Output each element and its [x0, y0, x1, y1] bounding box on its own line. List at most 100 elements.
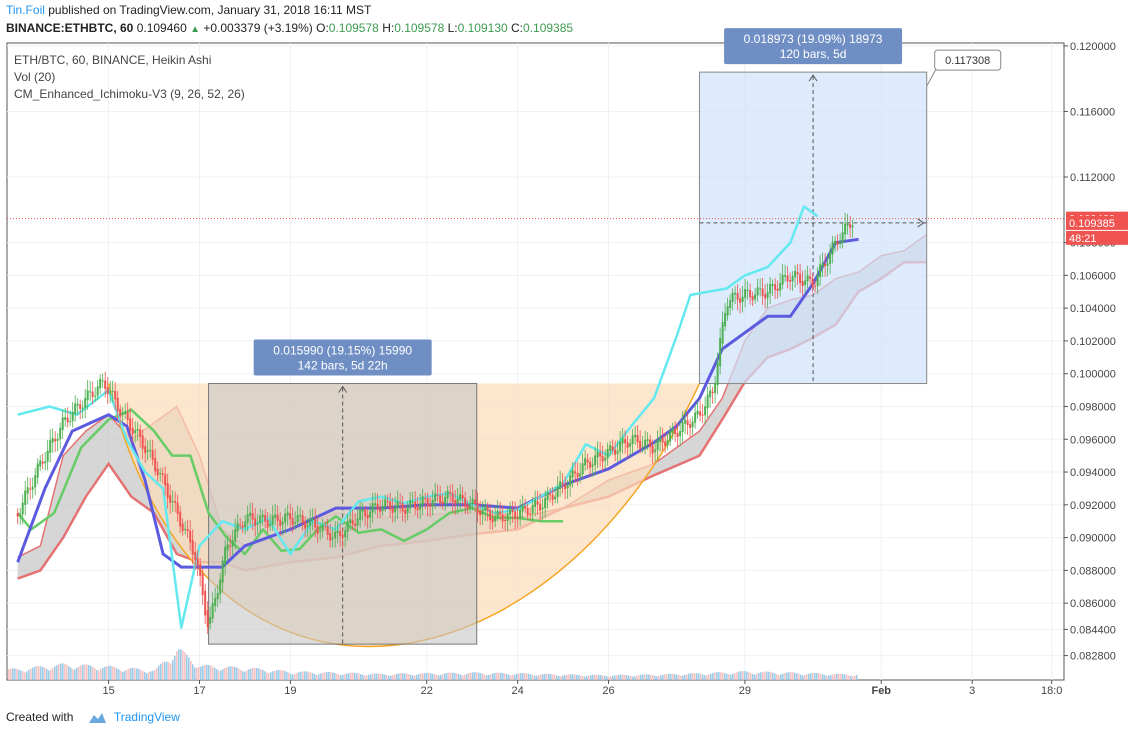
candle-body [284, 513, 287, 523]
volume-bar [750, 672, 752, 680]
volume-bar [288, 672, 290, 680]
volume-bar [464, 674, 466, 680]
volume-bar [540, 674, 542, 680]
volume-bar [204, 665, 206, 680]
volume-bar [158, 665, 160, 680]
volume-bar [154, 670, 156, 680]
candle-body [139, 429, 142, 438]
volume-bar [358, 673, 360, 680]
volume-bar [458, 673, 460, 680]
volume-bar [568, 674, 570, 680]
volume-bar [414, 675, 416, 680]
volume-bar [90, 665, 92, 680]
volume-bar [590, 675, 592, 680]
volume-bar [140, 669, 142, 680]
volume-bar [256, 668, 258, 680]
volume-bar [790, 672, 792, 680]
volume-bar [842, 673, 844, 680]
bar-countdown-tag: 48:21 [1069, 233, 1097, 245]
chart-axes[interactable]: 0.1240000.1200000.1160000.1120000.108000… [7, 0, 1128, 697]
volume-bar [206, 664, 208, 680]
volume-bar [786, 672, 788, 680]
candle-body [279, 519, 282, 526]
volume-bar [12, 668, 14, 680]
volume-bar [772, 672, 774, 680]
price-tick-label: 0.100000 [1070, 369, 1116, 381]
volume-bar [506, 673, 508, 680]
volume-bar [428, 672, 430, 680]
tradingview-link[interactable]: TradingView [113, 710, 180, 724]
candle-body [46, 450, 49, 462]
candle-body [76, 403, 79, 406]
candle-body [741, 296, 744, 302]
candle-body [146, 450, 149, 452]
volume-bar [472, 672, 474, 680]
volume-bar [628, 675, 630, 680]
candle-body [194, 551, 197, 560]
volume-bar [10, 668, 12, 680]
volume-bar [680, 675, 682, 680]
candle-body [801, 281, 804, 286]
candle-body [619, 441, 622, 452]
volume-bar [420, 673, 422, 680]
candle-body [636, 435, 639, 443]
volume-bar [778, 675, 780, 680]
candle-body [94, 395, 97, 397]
candle-body [841, 232, 844, 243]
candle-body [104, 380, 107, 389]
candle-body [546, 492, 549, 500]
candle-body [816, 274, 819, 286]
volume-bar [344, 674, 346, 680]
candle-body [381, 505, 384, 512]
volume-bar [244, 671, 246, 680]
volume-bar [198, 667, 200, 680]
candle-body [786, 275, 789, 282]
candle-body [709, 390, 712, 398]
volume-bar [212, 666, 214, 680]
volume-bar [534, 675, 536, 680]
volume-bar [268, 673, 270, 680]
volume-bar [54, 666, 56, 680]
candle-body [596, 451, 599, 458]
volume-bar [164, 661, 166, 680]
candle-body [26, 487, 29, 494]
candle-body [176, 502, 179, 514]
volume-bar [62, 663, 64, 680]
price-tick-label: 0.090000 [1070, 533, 1116, 545]
candle-body [726, 306, 729, 316]
candle-body [676, 432, 679, 437]
legend-volume[interactable]: Vol (20) [14, 70, 56, 84]
volume-bar [504, 673, 506, 680]
volume-bar [202, 665, 204, 680]
candle-body [766, 292, 769, 298]
volume-bar [166, 661, 168, 680]
candle-body [496, 510, 499, 518]
measure-label-value: 0.018973 (19.09%) 18973 [744, 32, 883, 46]
volume-bar [524, 673, 526, 680]
volume-bar [752, 673, 754, 680]
candle-body [274, 514, 277, 518]
volume-bar [502, 672, 504, 680]
publisher-user-link[interactable]: Tin.Foil [6, 3, 45, 17]
volume-bar [252, 668, 254, 680]
volume-bar [82, 664, 84, 680]
candle-body [106, 387, 109, 395]
volume-bar [476, 672, 478, 680]
candle-body [181, 523, 184, 531]
candle-body [126, 412, 129, 420]
volume-bar [396, 673, 398, 680]
candle-body [351, 520, 354, 525]
volume-bar [526, 673, 528, 680]
legend-ichimoku[interactable]: CM_Enhanced_Ichimoku-V3 (9, 26, 52, 26) [14, 87, 245, 101]
volume-bar [24, 672, 26, 680]
volume-bar [632, 676, 634, 680]
candle-body [821, 263, 824, 267]
candle-body [286, 512, 289, 516]
candle-body [526, 508, 529, 515]
candle-body [494, 516, 497, 522]
volume-bar [686, 674, 688, 680]
volume-bar [26, 671, 28, 680]
candle-body [306, 525, 309, 528]
